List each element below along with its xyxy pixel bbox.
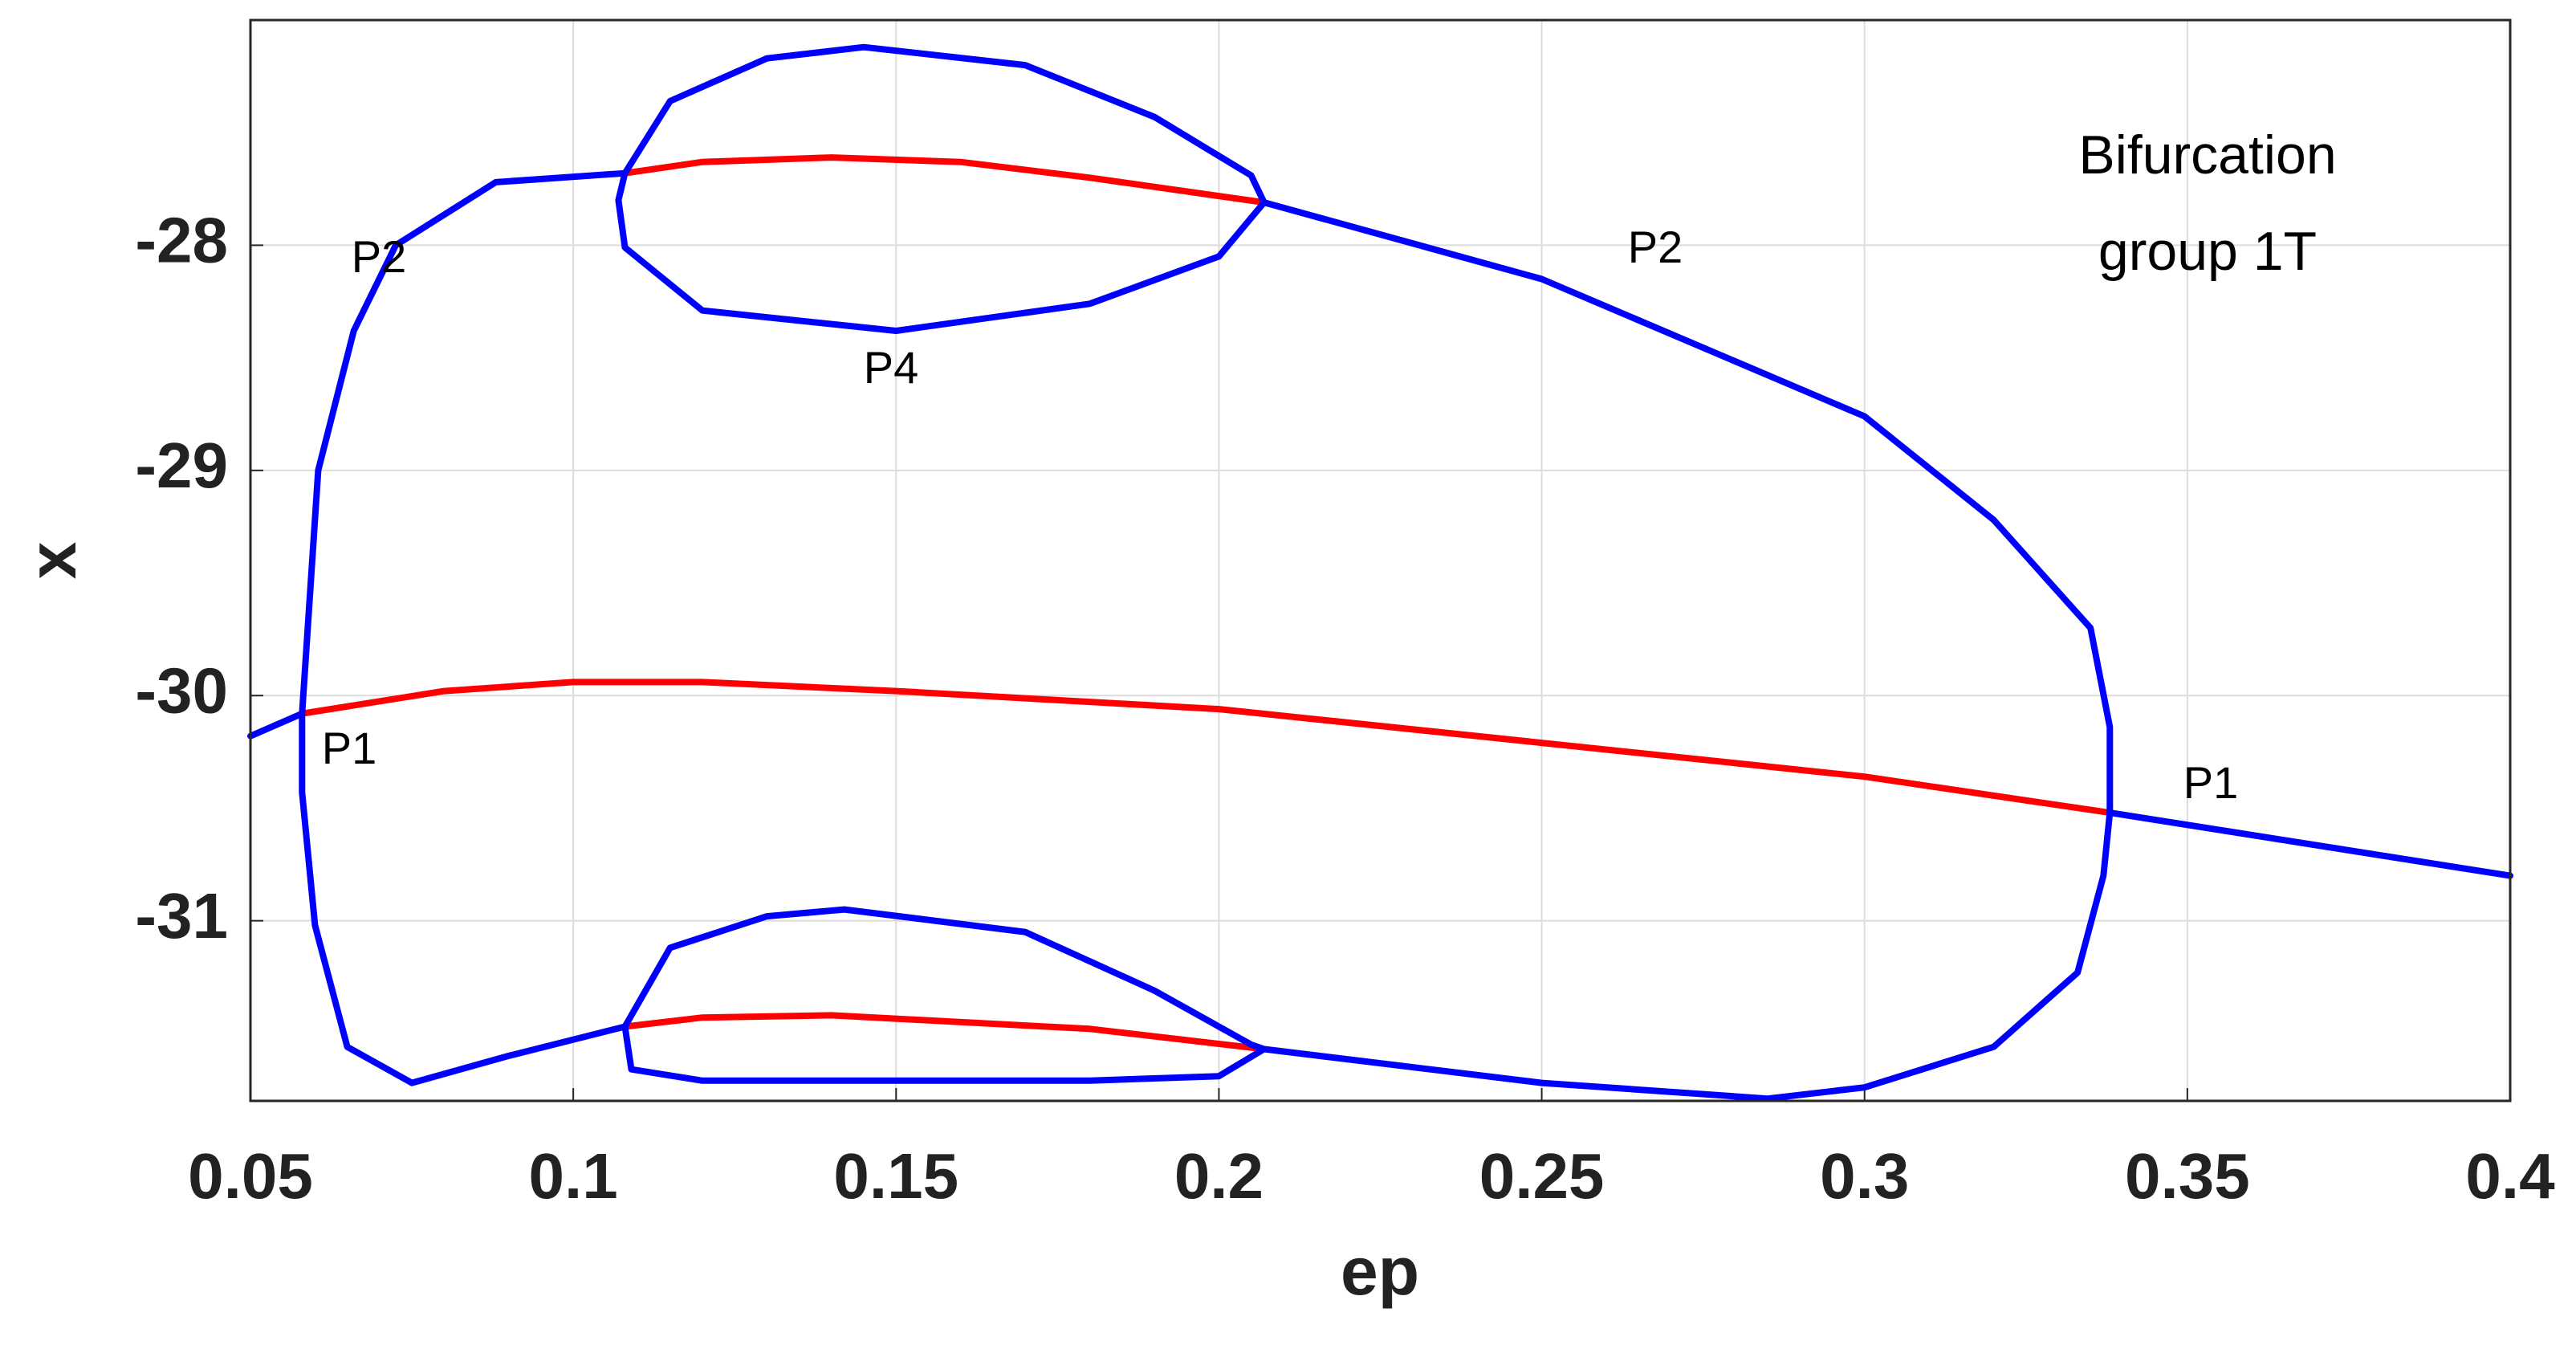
axes-frame xyxy=(249,18,2512,1102)
curve xyxy=(621,906,1268,1084)
curve-label: P1 xyxy=(2183,757,2239,808)
curve xyxy=(299,710,629,1086)
x-tick-label: 0.05 xyxy=(188,1140,313,1212)
x-tick-label: 0.4 xyxy=(2465,1140,2555,1212)
curve xyxy=(247,710,306,740)
annotation-text: group 1T xyxy=(2098,221,2317,282)
curve xyxy=(299,679,2114,817)
annotation-text: Bifurcation xyxy=(2078,124,2336,185)
curve xyxy=(615,43,1268,334)
curve xyxy=(1260,199,2114,1102)
curve xyxy=(2106,809,2513,879)
curve-label: P1 xyxy=(322,723,377,773)
y-tick-label: -29 xyxy=(135,430,228,501)
y-tick-label: -28 xyxy=(135,205,228,276)
curve-label: P2 xyxy=(352,231,407,282)
curve-label: P4 xyxy=(864,342,919,393)
x-tick-label: 0.15 xyxy=(833,1140,958,1212)
y-tick-label: -31 xyxy=(135,880,228,952)
curve xyxy=(299,169,629,717)
x-tick-label: 0.35 xyxy=(2125,1140,2250,1212)
y-axis-label: x xyxy=(14,541,90,579)
x-axis-label: ep xyxy=(1341,1233,1419,1309)
curve xyxy=(621,154,1268,206)
y-tick-label: -30 xyxy=(135,654,228,726)
x-tick-label: 0.2 xyxy=(1174,1140,1264,1212)
x-tick-label: 0.3 xyxy=(1820,1140,1909,1212)
x-tick-label: 0.1 xyxy=(529,1140,618,1212)
curve xyxy=(621,1012,1268,1053)
x-tick-label: 0.25 xyxy=(1479,1140,1605,1212)
curve-label: P2 xyxy=(1628,222,1683,272)
